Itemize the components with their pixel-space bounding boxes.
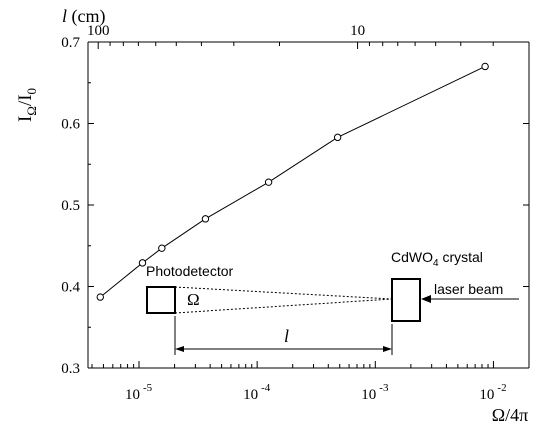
axis-ticks bbox=[88, 41, 530, 369]
x-tick-label: 10 -4 bbox=[243, 382, 271, 403]
crystal-box bbox=[391, 278, 421, 322]
crystal-label: CdWO4 crystal bbox=[391, 249, 483, 269]
series-markers bbox=[96, 62, 489, 301]
top-tick-label: 10 bbox=[350, 23, 365, 39]
x-axis-label: Ω/4π bbox=[492, 405, 528, 425]
photodetector-label: Photodetector bbox=[146, 263, 234, 279]
data-point bbox=[333, 133, 342, 142]
y-tick-label: 0.6 bbox=[61, 117, 80, 133]
data-point bbox=[158, 244, 166, 252]
data-point bbox=[264, 178, 273, 186]
y-tick-label: 0.4 bbox=[61, 280, 80, 296]
laser-arrowhead bbox=[421, 295, 431, 303]
data-point bbox=[96, 293, 104, 301]
x-tick-label: 10 -5 bbox=[125, 382, 153, 403]
top-axis-label: l (cm) bbox=[62, 6, 106, 27]
x-tick-label: 10 -3 bbox=[361, 382, 389, 403]
y-axis-label: IΩ/I0 bbox=[15, 88, 39, 122]
y-tick-label: 0.3 bbox=[61, 361, 80, 377]
axis-tick-labels: 0.3 0.4 0.5 0.6 0.7 10 -5 10 -4 10 -3 10 -2 100 10 bbox=[61, 23, 506, 403]
x-tick-label: 10 -2 bbox=[479, 382, 506, 403]
solid-angle-lines bbox=[174, 286, 393, 314]
plot-frame bbox=[87, 41, 530, 369]
distance-marker bbox=[174, 316, 393, 355]
laser-beam-label: laser beam bbox=[434, 281, 503, 297]
distance-arrowhead-left bbox=[175, 346, 184, 352]
data-point bbox=[201, 215, 210, 223]
photodetector-box bbox=[146, 286, 176, 314]
inset-diagram: Photodetector Ω CdWO4 crystal laser beam… bbox=[146, 249, 519, 355]
data-point bbox=[138, 259, 147, 267]
data-point bbox=[481, 62, 489, 71]
y-tick-label: 0.7 bbox=[61, 35, 80, 51]
y-tick-label: 0.5 bbox=[61, 198, 80, 214]
top-tick-label: 100 bbox=[87, 23, 110, 39]
distance-label: l bbox=[284, 326, 289, 346]
omega-label: Ω bbox=[187, 290, 200, 309]
distance-arrowhead-right bbox=[383, 346, 392, 352]
